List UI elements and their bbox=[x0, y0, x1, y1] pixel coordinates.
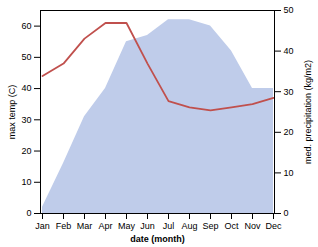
svg-text:Mar: Mar bbox=[77, 221, 93, 231]
svg-text:Aug: Aug bbox=[181, 221, 197, 231]
svg-text:Apr: Apr bbox=[98, 221, 112, 231]
svg-text:date (month): date (month) bbox=[130, 234, 185, 244]
svg-text:0: 0 bbox=[26, 208, 31, 218]
svg-text:10: 10 bbox=[21, 177, 31, 187]
svg-text:30: 30 bbox=[21, 115, 31, 125]
svg-text:30: 30 bbox=[284, 87, 294, 97]
svg-text:0: 0 bbox=[284, 208, 289, 218]
svg-text:20: 20 bbox=[284, 127, 294, 137]
svg-text:50: 50 bbox=[284, 5, 294, 15]
svg-text:Sep: Sep bbox=[202, 221, 218, 231]
svg-text:50: 50 bbox=[21, 52, 31, 62]
svg-text:Nov: Nov bbox=[244, 221, 261, 231]
svg-text:max temp (C): max temp (C) bbox=[7, 85, 17, 140]
svg-text:Jan: Jan bbox=[35, 221, 50, 231]
svg-text:Dec: Dec bbox=[265, 221, 282, 231]
svg-text:20: 20 bbox=[21, 146, 31, 156]
svg-text:60: 60 bbox=[21, 21, 31, 31]
svg-text:10: 10 bbox=[284, 168, 294, 178]
svg-text:Jul: Jul bbox=[163, 221, 175, 231]
svg-text:med. precipitation (kg/m2): med. precipitation (kg/m2) bbox=[303, 60, 313, 164]
svg-text:May: May bbox=[118, 221, 136, 231]
svg-text:Feb: Feb bbox=[56, 221, 72, 231]
svg-text:40: 40 bbox=[21, 83, 31, 93]
svg-text:Jun: Jun bbox=[140, 221, 155, 231]
svg-text:Oct: Oct bbox=[224, 221, 239, 231]
svg-text:40: 40 bbox=[284, 46, 294, 56]
